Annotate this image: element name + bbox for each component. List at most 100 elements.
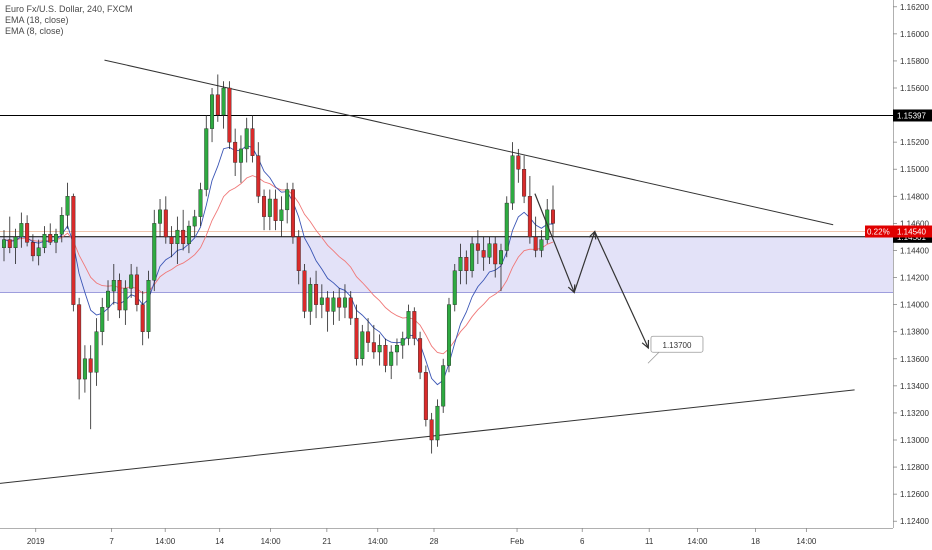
candle-body (262, 196, 267, 217)
candle-body (406, 311, 411, 339)
candle-body (59, 215, 64, 235)
candle-body (88, 358, 93, 373)
candle-body (152, 223, 157, 281)
candle-body (371, 342, 376, 353)
price-ticks-layer: 1.162001.160001.158001.156001.154001.152… (893, 3, 929, 526)
percent-badge-bg (865, 225, 893, 238)
candle-body (418, 338, 423, 373)
candle-body (435, 405, 440, 441)
price-tick-label: 1.14200 (900, 274, 929, 283)
candle-body (7, 239, 12, 248)
target-label-pointer (647, 351, 660, 364)
candle-body (215, 94, 220, 116)
candle-body (539, 239, 544, 251)
candle-body (319, 297, 324, 305)
candle-body (273, 198, 278, 221)
candle-body (210, 94, 215, 129)
candle-body (77, 304, 82, 380)
price-tick-label: 1.12800 (900, 463, 929, 472)
projection-layer (534, 193, 650, 350)
candle-body (204, 128, 209, 190)
time-tick-label: 21 (322, 537, 331, 546)
candle-body (146, 280, 151, 332)
candle-body (175, 229, 180, 244)
chart-legend: Euro Fx/U.S. Dollar, 240, FXCM EMA (18, … (5, 4, 133, 37)
candle-body (493, 243, 498, 265)
candle-body (233, 141, 238, 163)
candle-body (221, 87, 226, 116)
candle-body (429, 419, 434, 441)
projection-segment (534, 193, 575, 293)
price-tick-label: 1.13600 (900, 355, 929, 364)
time-tick-label: 6 (580, 537, 585, 546)
ema18-legend: EMA (18, close) (5, 15, 69, 25)
candle-body (423, 372, 428, 420)
candle-body (54, 234, 59, 243)
candle-body (13, 236, 18, 248)
candle-body (290, 189, 295, 238)
candle-body (377, 345, 382, 353)
time-tick-label: 14:00 (261, 537, 282, 546)
candle-body (238, 148, 243, 163)
price-tick-label: 1.15800 (900, 57, 929, 66)
candle-body (106, 290, 111, 308)
candle-body (111, 280, 116, 292)
time-tick-label: 7 (109, 537, 114, 546)
price-tick-label: 1.13400 (900, 382, 929, 391)
candle-body (198, 189, 203, 217)
price-badge-bg (893, 225, 932, 238)
time-tick-label: 14:00 (368, 537, 389, 546)
support-zone-layer (0, 236, 893, 293)
candle-body (267, 198, 272, 217)
candle-body (510, 155, 515, 204)
price-tick-label: 1.15000 (900, 165, 929, 174)
price-tick-label: 1.12400 (900, 517, 929, 526)
candle-body (100, 307, 105, 332)
price-badge-bg (893, 109, 932, 122)
time-ticks-layer: 2019 7 14:00 14 14:00 21 14:00 28 Feb 6 11 14:00 18 1… (27, 528, 817, 546)
target-label-layer: 1.13700 (647, 335, 704, 364)
candle-body (412, 311, 417, 339)
price-tick-label: 1.14000 (900, 301, 929, 310)
time-tick-label: 18 (751, 537, 760, 546)
price-tick-label: 1.13200 (900, 409, 929, 418)
candle-body (123, 288, 128, 311)
candle-body (140, 304, 145, 332)
ema-layer (3, 144, 554, 386)
candle-body (36, 247, 41, 257)
candle-body (256, 155, 261, 197)
candle-body (475, 243, 480, 251)
price-badge-label: 1.14540 (897, 228, 926, 237)
candle-body (71, 196, 76, 305)
time-tick-label: 28 (430, 537, 439, 546)
time-tick-label: 14:00 (687, 537, 708, 546)
candle-body (285, 189, 290, 211)
price-tick-label: 1.14400 (900, 246, 929, 255)
candle-body (481, 250, 486, 258)
candle-body (527, 196, 532, 238)
candle-body (48, 234, 53, 243)
support-zone (0, 236, 893, 293)
time-tick-label: 2019 (27, 537, 45, 546)
candle-body (516, 155, 521, 170)
candle-body (314, 284, 319, 305)
candle-body (337, 297, 342, 308)
candle-body (279, 209, 284, 221)
ema8-line (3, 144, 554, 386)
price-tick-label: 1.14600 (900, 219, 929, 228)
candles-layer (2, 74, 555, 454)
candle-body (181, 229, 186, 244)
ema18-line (3, 175, 554, 355)
candle-body (504, 202, 509, 251)
time-tick-label: 14:00 (155, 537, 176, 546)
price-tick-label: 1.16200 (900, 3, 929, 12)
candle-body (244, 128, 249, 150)
candle-body (470, 243, 475, 271)
candle-body (522, 169, 527, 197)
price-tick-label: 1.13000 (900, 436, 929, 445)
candle-body (354, 317, 359, 359)
price-badges-layer: 1.153971.145010.22%1.14540 (865, 109, 932, 243)
time-tick-label: 11 (645, 537, 654, 546)
candle-body (394, 345, 399, 353)
